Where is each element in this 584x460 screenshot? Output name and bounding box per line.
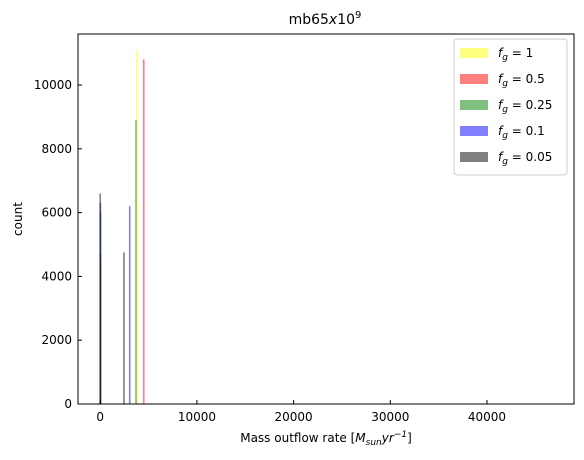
x-tick-label: 40000 (468, 410, 506, 424)
x-tick-label: 30000 (371, 410, 409, 424)
histogram-bar-s0-b0 (136, 49, 138, 404)
y-tick-label: 8000 (41, 142, 72, 156)
x-tick-label: 20000 (275, 410, 313, 424)
x-tick-label: 0 (96, 410, 104, 424)
legend-swatch (460, 152, 488, 162)
legend-items: fg = 1 fg = 0.5 fg = 0.25 fg = 0.1 fg = 0.05 (460, 46, 552, 167)
legend-label: fg = 1 (498, 46, 533, 63)
y-tick-label: 10000 (34, 78, 72, 92)
legend-label: fg = 0.5 (498, 72, 545, 89)
legend-label: fg = 0.05 (498, 150, 552, 167)
histogram-bar-s4-b0 (123, 252, 125, 404)
legend-label: fg = 0.1 (498, 124, 545, 141)
y-tick-label: 0 (64, 397, 72, 411)
plot-frame (77, 33, 575, 405)
y-axis-ticks: 0 2000 4000 6000 8000 10000 (34, 78, 82, 411)
y-tick-label: 4000 (41, 269, 72, 283)
legend-box (453, 38, 568, 176)
histogram-bar-s4-b1 (99, 193, 102, 404)
legend-swatch (460, 74, 488, 84)
legend: fg = 1 fg = 0.5 fg = 0.25 fg = 0.1 fg = 0.05 (453, 38, 568, 176)
bars-layer (99, 49, 145, 405)
y-tick-label: 2000 (41, 333, 72, 347)
x-axis-ticks: 0 10000 20000 30000 40000 (96, 400, 506, 424)
legend-label: fg = 0.25 (498, 98, 552, 115)
histogram-bar-s1-b0 (142, 59, 145, 405)
x-axis-label: Mass outflow rate [Msunyr−1] (240, 430, 412, 448)
chart-title: mb65x109 (289, 10, 362, 28)
y-tick-label: 6000 (41, 206, 72, 220)
legend-swatch (460, 126, 488, 136)
histogram-bar-s3-b0 (128, 206, 131, 404)
x-tick-label: 10000 (178, 410, 216, 424)
legend-swatch (460, 100, 488, 110)
y-axis-label: count (11, 202, 25, 236)
histogram-bar-s2-b0 (135, 120, 137, 405)
legend-swatch (460, 48, 488, 58)
